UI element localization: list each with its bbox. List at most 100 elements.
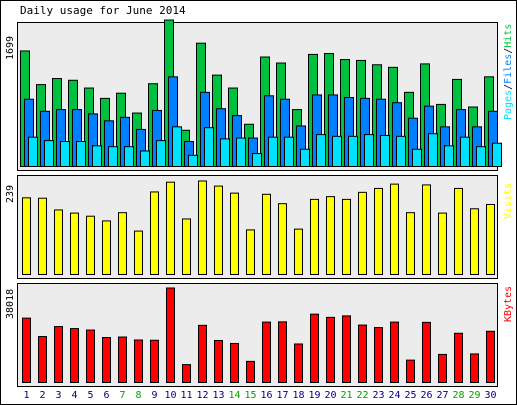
pages-bar-16 [268,136,278,167]
pages-bar-26 [428,133,438,168]
visits-bar-30 [486,203,495,276]
legend-hits: Hits [503,24,514,48]
pages-bar-8 [140,150,150,168]
day-label-21: 21 [340,390,352,401]
day-label-10: 10 [164,390,176,401]
day-axis-labels: 1 2 3 4 5 6 7 8 9 10 11 12 13 14 15 16 17 18 19 20 21 22 23 24 2… [23,390,496,401]
visits-bar-11 [182,218,191,275]
visits-bar-16 [262,193,271,275]
kbytes-bar-22 [358,324,367,383]
day-label-18: 18 [292,390,304,401]
visits-bar-24 [390,183,399,275]
pages-bar-25 [412,148,422,167]
pages-bar-17 [284,136,294,167]
day-label-26: 26 [420,390,432,401]
visits-bar-20 [326,196,335,275]
day-label-1: 1 [23,390,29,401]
kbytes-bar-21 [342,315,351,383]
pages-bar-4 [76,140,86,167]
kbytes-bar-12 [198,324,207,383]
day-label-13: 13 [212,390,224,401]
hits-files-pages-bars [20,19,502,168]
pages-bar-12 [204,127,214,167]
day-label-20: 20 [324,390,336,401]
day-label-14: 14 [228,390,240,401]
pages-bar-15 [252,153,262,167]
pages-bar-19 [316,134,326,167]
visits-bar-18 [294,228,303,275]
kbytes-bar-25 [406,359,415,384]
kbytes-legend: KBytes [503,286,514,322]
pages-bar-6 [108,146,118,167]
day-label-22: 22 [356,390,368,401]
pages-bar-18 [300,148,310,167]
visits-bar-12 [198,180,207,275]
visits-bar-4 [70,212,79,275]
kbytes-bar-14 [230,342,239,384]
day-label-28: 28 [452,390,464,401]
visits-panel-background [17,175,498,279]
visits-bar-9 [150,191,159,276]
visits-bar-14 [230,192,239,275]
hits-ymax-label: 1699 [5,36,16,60]
day-label-30: 30 [484,390,496,401]
pages-bar-7 [124,146,134,167]
legend-pages: Pages [503,90,514,120]
kbytes-bar-24 [390,321,399,384]
kbytes-bar-10 [166,287,175,383]
kbytes-bars [22,287,495,384]
visits-bar-5 [86,215,95,275]
pages-bar-10 [172,126,182,168]
pages-bar-22 [364,134,374,167]
visits-ymax-label: 239 [5,185,16,203]
day-label-3: 3 [55,390,61,401]
kbytes-bar-17 [278,321,287,384]
kbytes-bar-1 [22,317,31,383]
pages-bar-24 [396,135,406,167]
day-label-9: 9 [151,390,157,401]
legend-sep-2: / [503,48,514,54]
visits-bar-8 [134,230,143,276]
day-label-29: 29 [468,390,480,401]
visits-bar-1 [22,197,31,275]
visits-bar-28 [454,187,463,276]
visits-bar-29 [470,208,479,275]
pages-bar-23 [380,134,390,167]
visits-bar-3 [54,209,63,275]
pages-bar-30 [492,142,502,167]
day-label-17: 17 [276,390,288,401]
kbytes-bar-27 [438,353,447,383]
kbytes-bar-5 [86,329,95,384]
pages-bar-20 [332,135,342,167]
day-label-12: 12 [196,390,208,401]
visits-bar-7 [118,212,127,275]
kbytes-bar-4 [70,328,79,383]
kbytes-bar-16 [262,321,271,384]
visits-bar-22 [358,191,367,275]
pages-bar-29 [476,146,486,167]
pages-bar-1 [28,136,38,167]
day-label-15: 15 [244,390,256,401]
visits-bar-17 [278,203,287,276]
visits-bar-19 [310,198,319,275]
hits-legend: Pages/Files/Hits [503,24,514,120]
visits-bar-27 [438,212,447,275]
kbytes-bar-2 [38,336,47,383]
kbytes-bar-28 [454,332,463,384]
kbytes-bar-18 [294,343,303,383]
kbytes-bar-23 [374,327,383,383]
kbytes-bar-6 [102,337,111,383]
kbytes-bar-3 [54,326,63,383]
day-label-27: 27 [436,390,448,401]
legend-files: Files [503,54,514,84]
kbytes-bar-20 [326,316,335,383]
visits-legend: Visits [503,183,514,219]
pages-bar-21 [348,135,358,167]
kbytes-bar-19 [310,313,319,384]
kbytes-bar-26 [422,321,431,384]
pages-bar-27 [444,145,454,168]
visits-bar-23 [374,187,383,276]
kbytes-bar-8 [134,339,143,384]
